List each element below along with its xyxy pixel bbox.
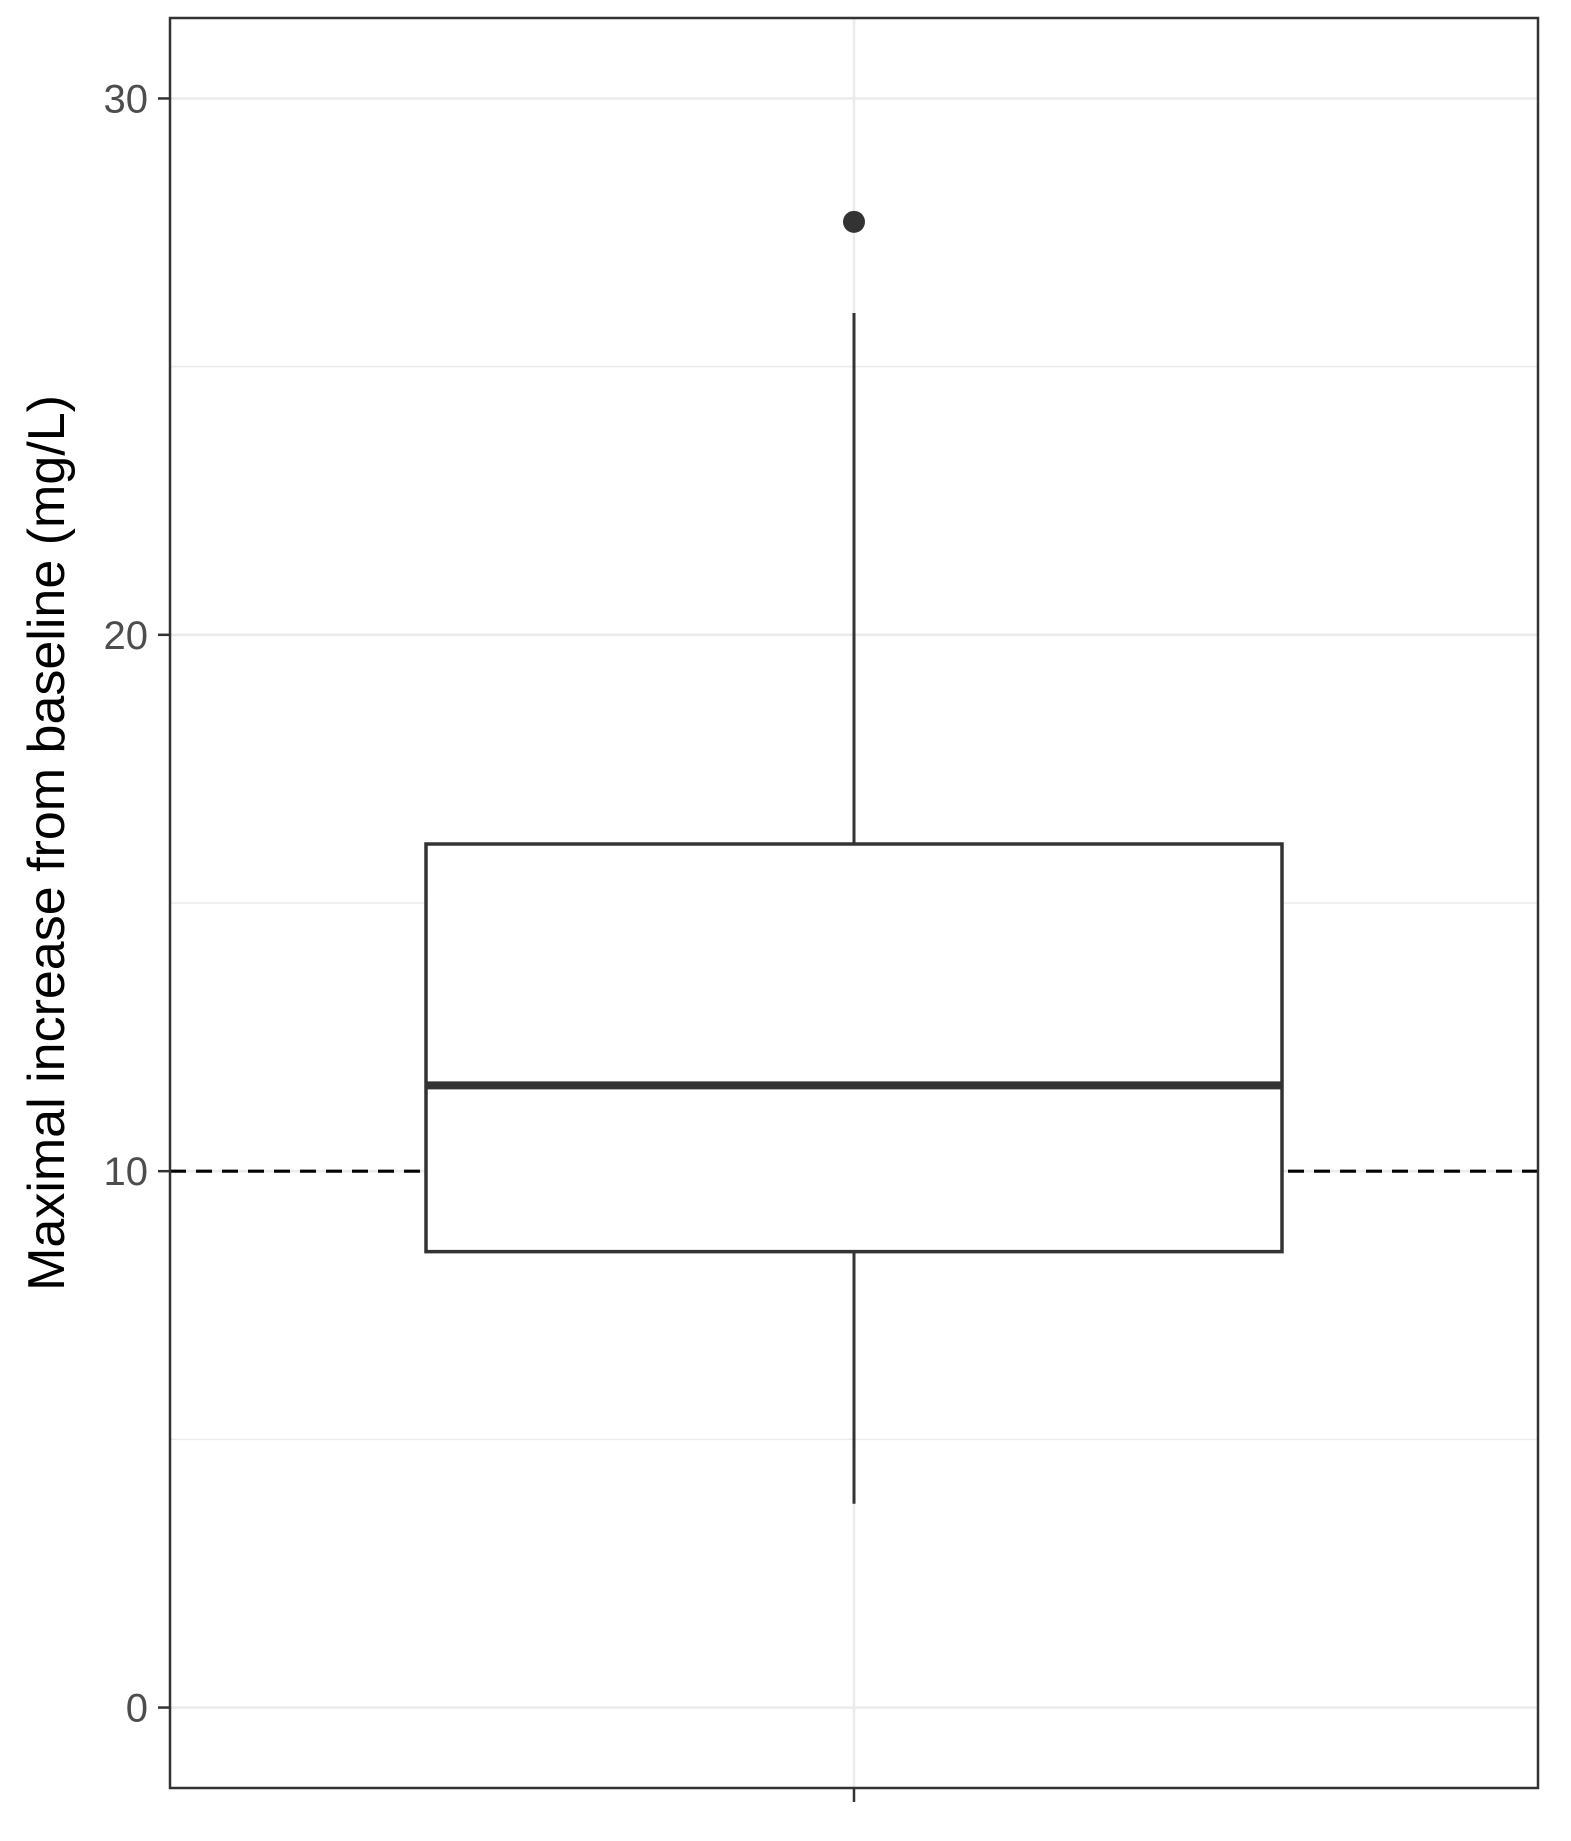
outlier-point xyxy=(843,210,865,233)
y-axis-title: Maximal increase from baseline (mg/L) xyxy=(18,395,76,1291)
y-tick-label: 10 xyxy=(104,1150,149,1194)
axis-ticks xyxy=(158,97,856,1802)
box-iqr xyxy=(424,842,1284,1254)
y-tick-labels: 0 10 20 30 xyxy=(104,77,149,1730)
y-tick-label: 30 xyxy=(104,77,149,121)
y-tick-label: 20 xyxy=(104,614,149,658)
y-tick-label: 0 xyxy=(126,1687,148,1731)
box-group xyxy=(424,210,1284,1504)
